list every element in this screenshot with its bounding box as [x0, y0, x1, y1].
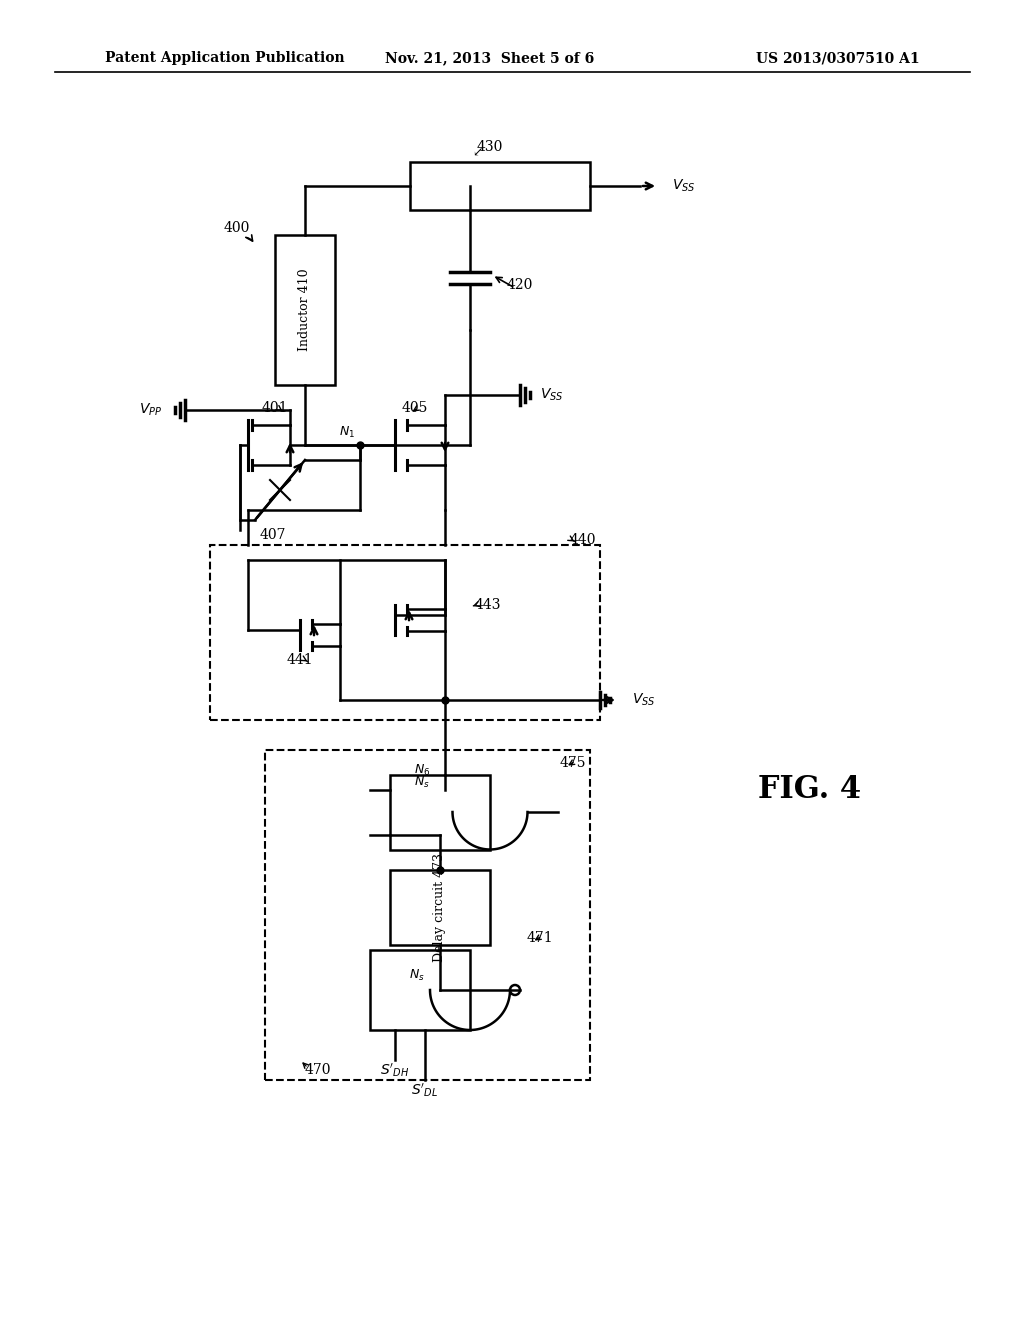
Bar — [390, 870, 490, 945]
Text: US 2013/0307510 A1: US 2013/0307510 A1 — [757, 51, 920, 65]
Text: FIG. 4: FIG. 4 — [759, 775, 861, 805]
Text: 475: 475 — [559, 756, 586, 770]
Text: $S'_{DH}$: $S'_{DH}$ — [380, 1061, 410, 1078]
Text: 471: 471 — [526, 931, 553, 945]
Bar — [410, 162, 590, 210]
Bar — [210, 545, 600, 719]
Text: $V_{SS}$: $V_{SS}$ — [672, 178, 695, 194]
Text: $V_{SS}$: $V_{SS}$ — [632, 692, 655, 709]
Text: ↙: ↙ — [472, 147, 482, 160]
Bar — [370, 950, 470, 1030]
Text: Inductor 410: Inductor 410 — [299, 269, 311, 351]
Text: $S'_{DL}$: $S'_{DL}$ — [412, 1081, 438, 1098]
Text: 443: 443 — [475, 598, 502, 612]
Text: $V_{SS}$: $V_{SS}$ — [540, 387, 563, 403]
Text: 401: 401 — [262, 401, 288, 414]
Text: $N_6$: $N_6$ — [414, 763, 430, 777]
Text: 405: 405 — [401, 401, 428, 414]
Text: $N_1$: $N_1$ — [339, 425, 355, 440]
Text: $N_s$: $N_s$ — [410, 968, 425, 982]
Text: 407: 407 — [260, 528, 287, 543]
Text: 400: 400 — [224, 220, 250, 235]
Text: Nov. 21, 2013  Sheet 5 of 6: Nov. 21, 2013 Sheet 5 of 6 — [385, 51, 595, 65]
Bar — [265, 750, 590, 1080]
Bar — [390, 775, 490, 850]
Text: $V_{PP}$: $V_{PP}$ — [139, 401, 162, 418]
Text: $N_s$: $N_s$ — [415, 775, 430, 789]
Text: Delay circuit 473: Delay circuit 473 — [433, 853, 446, 961]
Text: 430: 430 — [477, 140, 503, 154]
Text: 470: 470 — [305, 1063, 332, 1077]
Bar — [275, 235, 335, 385]
Text: Patent Application Publication: Patent Application Publication — [105, 51, 345, 65]
Text: 441: 441 — [287, 653, 313, 667]
Text: 420: 420 — [507, 279, 534, 292]
Text: 440: 440 — [570, 533, 597, 546]
